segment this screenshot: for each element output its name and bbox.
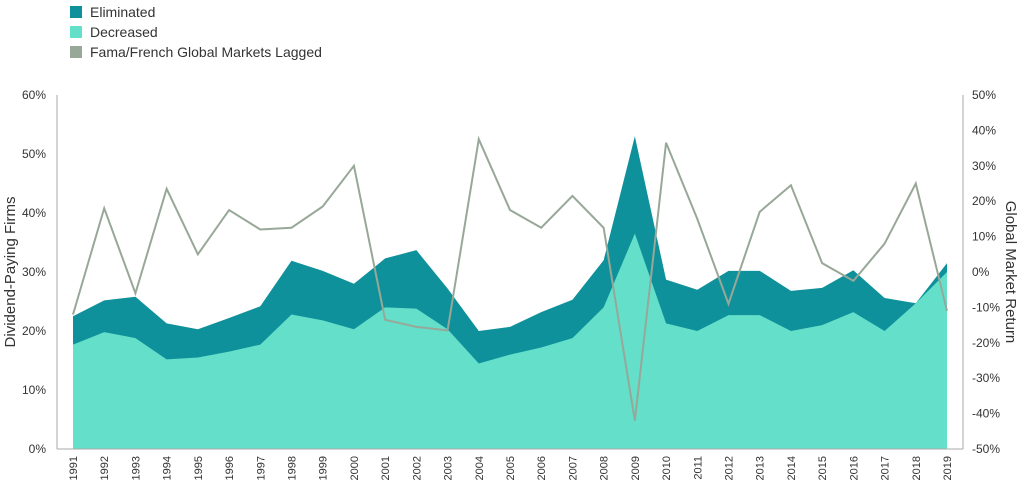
x-tick-label: 2003 — [443, 456, 455, 480]
left-tick-labels: 0% 10% 20% 30% 40% 50% 60% — [22, 88, 46, 456]
x-tick-label: 2002 — [411, 456, 423, 480]
right-tick-label: -50% — [972, 442, 1000, 456]
line-layer — [72, 135, 948, 421]
legend-item-eliminated: Eliminated — [70, 2, 322, 22]
x-tick-label: 1993 — [130, 456, 142, 480]
legend-label-decreased: Decreased — [90, 24, 158, 40]
right-tick-label: 30% — [972, 159, 996, 173]
x-tick-label: 2019 — [942, 456, 954, 480]
right-tick-label: -30% — [972, 371, 1000, 385]
x-tick-label: 2012 — [724, 456, 736, 480]
x-tick-label: 1994 — [162, 456, 174, 480]
legend-swatch-market-return — [70, 46, 82, 58]
left-tick-label: 60% — [22, 88, 46, 102]
right-tick-label: 0% — [972, 265, 990, 279]
left-tick-label: 0% — [29, 442, 47, 456]
legend-label-eliminated: Eliminated — [90, 4, 156, 20]
x-tick-label: 2011 — [692, 456, 704, 480]
legend: Eliminated Decreased Fama/French Global … — [70, 2, 322, 62]
x-tick-label: 1998 — [287, 456, 299, 480]
x-tick-label: 2013 — [755, 456, 767, 480]
x-tick-label: 1995 — [193, 456, 205, 480]
right-tick-label: 10% — [972, 230, 996, 244]
left-tick-label: 40% — [22, 206, 46, 220]
x-tick-label: 2005 — [505, 456, 517, 480]
right-tick-label: -10% — [972, 300, 1000, 314]
x-tick-label: 2000 — [349, 456, 361, 480]
axes-layer — [56, 95, 964, 450]
x-tick-label: 1997 — [255, 456, 267, 480]
x-tick-label: 2007 — [567, 456, 579, 480]
x-tick-label: 2014 — [786, 456, 798, 480]
x-tick-label: 1991 — [68, 456, 80, 480]
x-tick-label: 1996 — [224, 456, 236, 480]
right-tick-label: -40% — [972, 407, 1000, 421]
areas-layer — [73, 136, 947, 450]
left-tick-label: 20% — [22, 324, 46, 338]
legend-item-decreased: Decreased — [70, 22, 322, 42]
left-tick-label: 30% — [22, 265, 46, 279]
x-tick-label: 2009 — [630, 456, 642, 480]
right-tick-label: 20% — [972, 194, 996, 208]
x-tick-label: 2015 — [817, 456, 829, 480]
legend-swatch-eliminated — [70, 6, 82, 18]
right-tick-labels: -50% -40% -30% -20% -10% 0% 10% 20% 30% 40% 50% — [972, 88, 1000, 456]
x-tick-label: 2004 — [474, 456, 486, 480]
x-tick-labels: 1991 1992 1993 1994 1995 1996 1997 1998 1999 2000… — [68, 456, 954, 480]
x-tick-label: 2018 — [911, 456, 923, 480]
x-tick-label: 2016 — [848, 456, 860, 480]
x-tick-label: 2008 — [599, 456, 611, 480]
legend-label-market-return: Fama/French Global Markets Lagged — [90, 44, 322, 60]
right-tick-label: 50% — [972, 88, 996, 102]
x-tick-label: 2001 — [380, 456, 392, 480]
x-tick-label: 2017 — [880, 456, 892, 480]
legend-item-market-return: Fama/French Global Markets Lagged — [70, 42, 322, 62]
left-axis-label: Dividend-Paying Firms — [2, 197, 19, 348]
area-decreased — [73, 233, 947, 449]
x-tick-label: 2010 — [661, 456, 673, 480]
right-tick-label: 40% — [972, 123, 996, 137]
x-tick-label: 1999 — [318, 456, 330, 480]
left-tick-label: 10% — [22, 383, 46, 397]
x-tick-label: 2006 — [536, 456, 548, 480]
right-axis-label: Global Market Return — [1002, 201, 1019, 344]
right-tick-label: -20% — [972, 336, 1000, 350]
left-tick-label: 50% — [22, 147, 46, 161]
legend-swatch-decreased — [70, 26, 82, 38]
x-tick-label: 1992 — [99, 456, 111, 480]
